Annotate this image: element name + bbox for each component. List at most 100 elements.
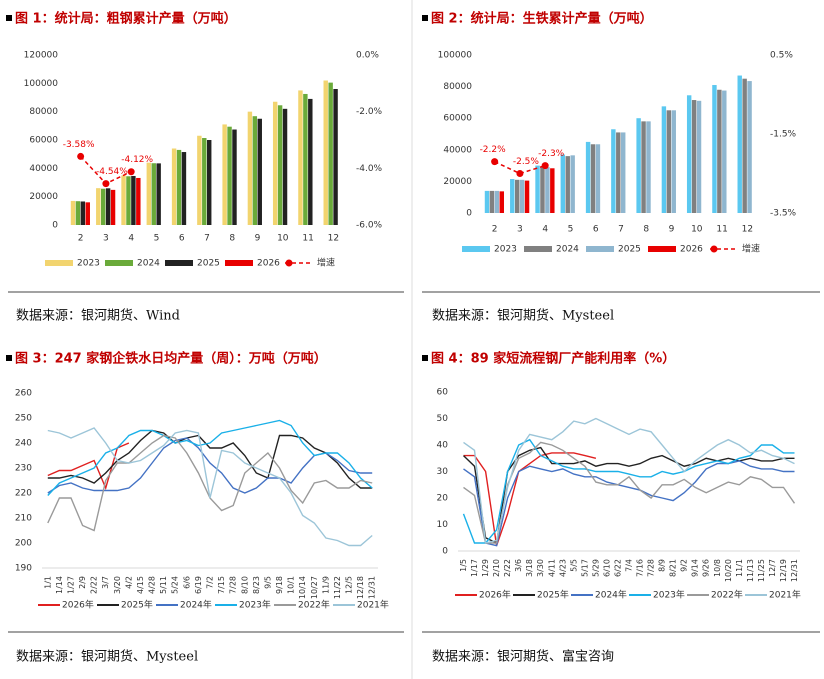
bar <box>696 100 702 213</box>
bar <box>717 89 722 213</box>
bar <box>661 106 667 213</box>
bullet <box>6 355 12 361</box>
x-tick-label: 9 <box>669 225 675 235</box>
x-tick-label: 11 <box>302 234 313 244</box>
legend-label: 增速 <box>742 243 760 255</box>
y-tick-label: 60000 <box>443 114 472 124</box>
x-tick-label: 5/17 <box>580 559 589 577</box>
legend-label: 2023 <box>77 259 100 269</box>
bar <box>303 93 308 225</box>
x-tick-label: 11/1 <box>735 559 744 577</box>
bullet <box>422 355 428 361</box>
bar <box>585 141 591 213</box>
legend-swatch <box>648 246 676 252</box>
bar <box>545 167 550 213</box>
y-tick-label: 10 <box>437 520 449 530</box>
x-tick-label: 1/27 <box>66 576 75 594</box>
x-tick-label: 11/13 <box>746 559 755 582</box>
series-line <box>47 427 373 547</box>
y-tick-label: 220 <box>15 489 32 499</box>
data-label: -3.58% <box>63 140 95 150</box>
x-tick-label: 11/25 <box>757 559 766 582</box>
legend-label: 2025 <box>197 259 220 269</box>
x-tick-label: 1/5 <box>459 559 468 572</box>
x-tick-label: 10/8 <box>713 559 722 577</box>
bar <box>747 81 752 213</box>
x-tick-label: 5/11 <box>159 576 168 594</box>
x-tick-label: 6 <box>593 225 599 235</box>
y-tick-label: 80000 <box>443 82 472 92</box>
series-line <box>463 441 796 544</box>
y-tick-label: 210 <box>15 514 32 524</box>
series-line <box>462 438 795 544</box>
y-tick-label: 190 <box>15 564 32 574</box>
bar <box>232 129 237 225</box>
x-tick-label: 5/29 <box>591 559 600 577</box>
bar <box>207 140 212 225</box>
x-tick-label: 12 <box>742 225 753 235</box>
x-tick-label: 5 <box>154 234 160 244</box>
y-tick-label: 200 <box>15 539 32 549</box>
legend-label: 2026年 <box>62 599 94 611</box>
x-tick-label: 7/4 <box>625 559 634 572</box>
x-tick-label: 2/10 <box>492 559 501 577</box>
legend-label: 2021年 <box>357 599 389 611</box>
data-label: -2.3% <box>538 149 565 159</box>
legend-swatch <box>225 260 253 266</box>
bar <box>519 179 525 213</box>
bar <box>181 152 187 225</box>
y-tick-label: 230 <box>15 464 32 474</box>
y-tick-label: 50 <box>437 414 449 424</box>
y2-tick-label: -2.0% <box>356 107 383 117</box>
x-tick-label: 12 <box>328 234 339 244</box>
data-label: -2.5% <box>513 157 540 167</box>
x-tick-label: 1/29 <box>481 559 490 577</box>
x-tick-label: 2 <box>78 234 84 244</box>
bullet <box>422 15 428 21</box>
chart-title: 图 1：统计局：粗钢累计产量（万吨） <box>15 11 237 27</box>
series-line <box>47 434 373 532</box>
x-tick-label: 7 <box>204 234 210 244</box>
legend-label: 2025年 <box>121 599 153 611</box>
y-tick-label: 250 <box>15 414 32 424</box>
point <box>516 170 524 177</box>
legend-label: 2026 <box>257 259 280 269</box>
bar <box>560 154 566 213</box>
bar <box>126 176 131 225</box>
x-tick-label: 6/10 <box>602 559 611 577</box>
x-tick-label: 10/27 <box>310 576 319 599</box>
bar <box>105 188 111 225</box>
bar <box>202 138 207 225</box>
y2-tick-label: 0.0% <box>356 51 379 61</box>
point <box>127 168 135 176</box>
bar <box>328 82 333 225</box>
x-tick-label: 8/21 <box>669 559 678 577</box>
source: 数据来源：银河期货、Mysteel <box>432 308 614 324</box>
bar <box>146 162 152 225</box>
bar <box>494 190 500 213</box>
data-label: -4.12% <box>121 155 153 165</box>
x-tick-label: 9 <box>255 234 261 244</box>
bar <box>176 149 182 225</box>
x-tick-label: 7/28 <box>229 576 238 594</box>
y-tick-label: 40000 <box>29 164 58 174</box>
bar <box>489 190 495 213</box>
legend-label: 2024年 <box>180 599 212 611</box>
bar <box>171 148 177 225</box>
bar <box>621 132 626 213</box>
bar <box>121 175 126 225</box>
y-tick-label: 60 <box>437 388 449 398</box>
y-tick-label: 0 <box>466 209 472 219</box>
x-tick-label: 6/22 <box>613 559 622 577</box>
data-label: -2.2% <box>480 145 507 155</box>
bar <box>742 78 747 213</box>
x-tick-label: 11/22 <box>333 576 342 599</box>
legend-label: 2025 <box>618 245 641 255</box>
legend-label: 2024 <box>556 245 579 255</box>
series-line <box>463 460 795 547</box>
point <box>77 152 85 160</box>
series-line <box>463 417 795 544</box>
legend-swatch <box>45 260 73 266</box>
x-tick-label: 7 <box>618 225 624 235</box>
x-tick-label: 4/11 <box>547 559 556 577</box>
